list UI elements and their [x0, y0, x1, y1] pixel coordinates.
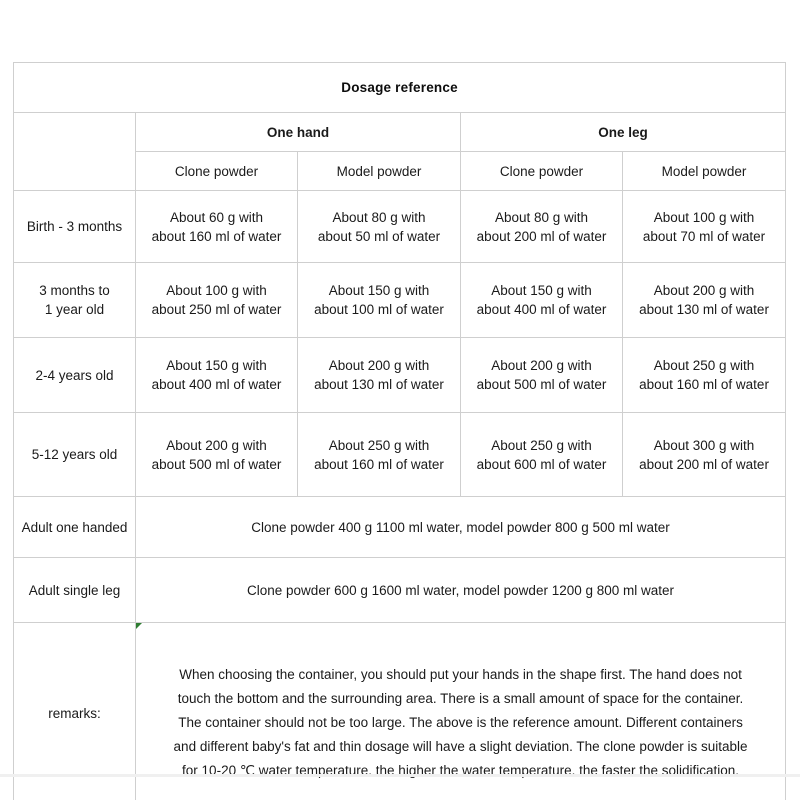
- column-header-clone-powder-hand: Clone powder: [135, 151, 298, 191]
- dosage-cell: About 200 g with about 130 ml of water: [297, 337, 461, 413]
- page-title: Dosage reference: [12, 62, 787, 113]
- dosage-reference-table: Dosage reference One hand One leg Clone …: [12, 62, 787, 800]
- dosage-cell: About 300 g with about 200 ml of water: [621, 412, 787, 497]
- dosage-cell: About 250 g with about 600 ml of water: [460, 412, 623, 497]
- title-row: Dosage reference: [12, 62, 787, 113]
- row-label: 5-12 years old: [13, 412, 136, 497]
- adult-dosage-cell: Clone powder 400 g 1100 ml water, model …: [134, 496, 787, 558]
- table-row: Birth - 3 months About 60 g with about 1…: [13, 190, 787, 263]
- dosage-cell: About 250 g with about 160 ml of water: [297, 412, 461, 497]
- row-label: 2-4 years old: [13, 337, 136, 413]
- dosage-cell: About 200 g with about 130 ml of water: [621, 262, 787, 338]
- group-header-one-hand: One hand: [135, 112, 461, 152]
- remarks-label: remarks:: [13, 622, 136, 800]
- row-label: Adult one handed: [13, 496, 136, 558]
- table-row-adult-single-leg: Adult single leg Clone powder 600 g 1600…: [13, 557, 787, 623]
- row-label: Adult single leg: [13, 557, 136, 623]
- bottom-divider-line: [0, 774, 800, 777]
- column-header-clone-powder-leg: Clone powder: [460, 151, 623, 191]
- dosage-cell: About 200 g with about 500 ml of water: [460, 337, 623, 413]
- group-header-one-leg: One leg: [459, 112, 787, 152]
- dosage-cell: About 200 g with about 500 ml of water: [135, 412, 298, 497]
- dosage-cell: About 60 g with about 160 ml of water: [135, 190, 298, 263]
- row-label: 3 months to 1 year old: [13, 262, 136, 338]
- column-header-model-powder-hand: Model powder: [297, 151, 461, 191]
- dosage-cell: About 80 g with about 50 ml of water: [297, 190, 461, 263]
- comment-marker-icon: [136, 623, 142, 629]
- remarks-cell: When choosing the container, you should …: [134, 622, 787, 800]
- row-label: Birth - 3 months: [13, 190, 136, 263]
- table-row: 5-12 years old About 200 g with about 50…: [13, 412, 787, 497]
- group-header-row: One hand One leg: [13, 112, 787, 191]
- dosage-cell: About 100 g with about 70 ml of water: [621, 190, 787, 263]
- remarks-text: When choosing the container, you should …: [173, 667, 748, 778]
- remarks-row: remarks: When choosing the container, yo…: [13, 622, 787, 800]
- dosage-cell: About 80 g with about 200 ml of water: [460, 190, 623, 263]
- dosage-cell: About 100 g with about 250 ml of water: [135, 262, 298, 338]
- dosage-cell: About 150 g with about 400 ml of water: [460, 262, 623, 338]
- table-row: 2-4 years old About 150 g with about 400…: [13, 337, 787, 413]
- table-row-adult-one-handed: Adult one handed Clone powder 400 g 1100…: [13, 496, 787, 558]
- dosage-cell: About 150 g with about 100 ml of water: [297, 262, 461, 338]
- table-row: 3 months to 1 year old About 100 g with …: [13, 262, 787, 338]
- dosage-cell: About 250 g with about 160 ml of water: [621, 337, 787, 413]
- sub-header-row: Clone powder Model powder Clone powder M…: [14, 151, 787, 191]
- adult-dosage-cell: Clone powder 600 g 1600 ml water, model …: [134, 557, 787, 623]
- dosage-cell: About 150 g with about 400 ml of water: [135, 337, 298, 413]
- corner-empty-cell: [13, 112, 136, 191]
- column-header-model-powder-leg: Model powder: [621, 151, 787, 191]
